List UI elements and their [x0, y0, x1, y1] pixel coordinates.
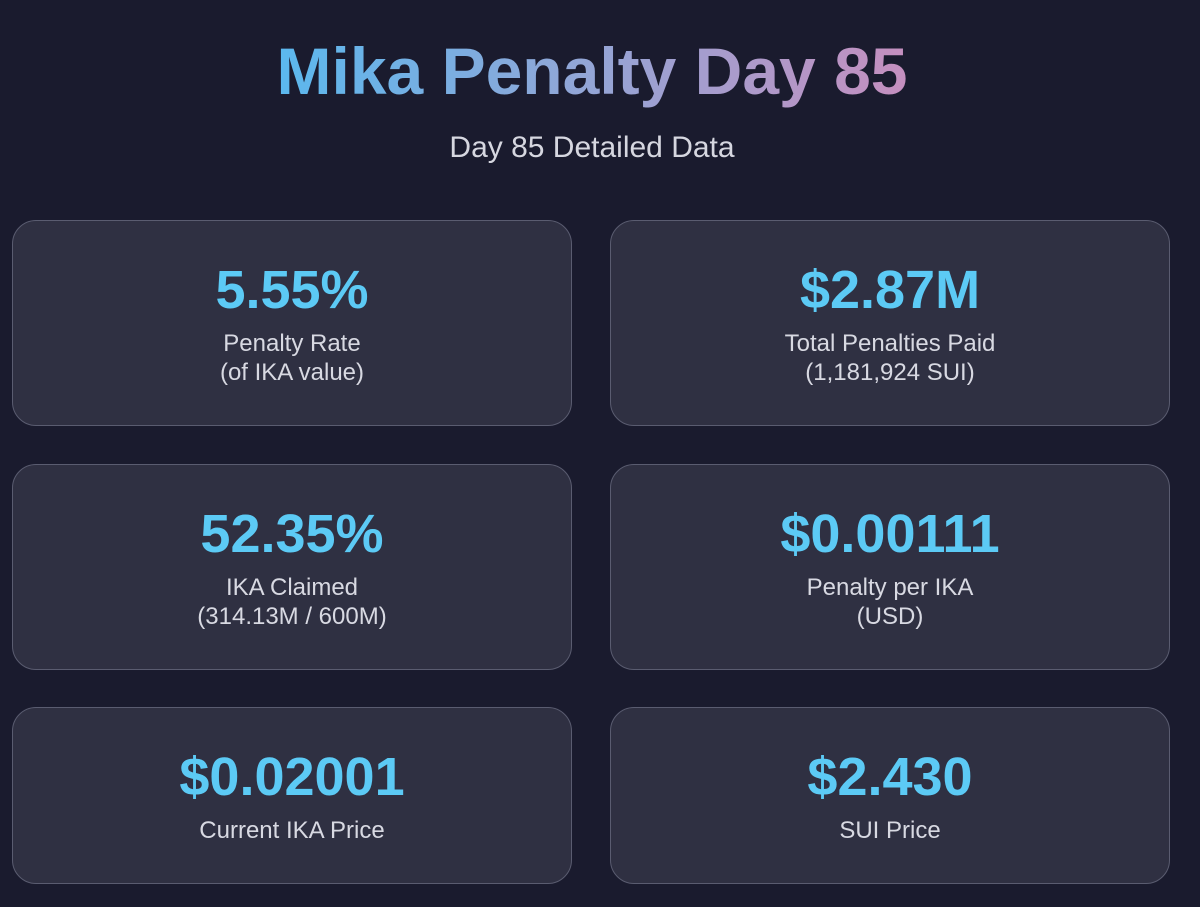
page-title-text: Mika Penalty Day 85 [276, 34, 908, 108]
stat-value: $0.00111 [780, 504, 1000, 564]
stat-label: SUI Price [839, 817, 941, 844]
stat-value: $2.87M [799, 260, 981, 320]
stat-value: $0.02001 [179, 747, 405, 807]
stat-sublabel: (314.13M / 600M) [197, 603, 387, 630]
stat-sublabel: (of IKA value) [219, 359, 365, 386]
stat-card-penalty-rate: 5.55% Penalty Rate (of IKA value) [12, 220, 572, 426]
stat-label: Total Penalties Paid [784, 330, 996, 357]
stat-value: $2.430 [807, 747, 973, 807]
stat-value: 52.35% [200, 504, 384, 564]
stat-label: Penalty per IKA [806, 574, 974, 601]
stat-value: 5.55% [215, 260, 369, 320]
page-subtitle: Day 85 Detailed Data [449, 131, 735, 164]
stat-label: IKA Claimed [225, 574, 359, 601]
stat-card-ika-claimed: 52.35% IKA Claimed (314.13M / 600M) [12, 464, 572, 670]
stat-sublabel: (1,181,924 SUI) [805, 359, 975, 386]
stat-card-sui-price: $2.430 SUI Price [610, 707, 1170, 884]
stat-sublabel: (USD) [856, 603, 924, 630]
stat-label: Current IKA Price [199, 817, 385, 844]
page-title: Mika Penalty Day 85 [0, 28, 1184, 114]
stat-card-ika-price: $0.02001 Current IKA Price [12, 707, 572, 884]
stat-card-total-penalties: $2.87M Total Penalties Paid (1,181,924 S… [610, 220, 1170, 426]
stat-card-penalty-per-ika: $0.00111 Penalty per IKA (USD) [610, 464, 1170, 670]
stat-label: Penalty Rate [223, 330, 361, 357]
